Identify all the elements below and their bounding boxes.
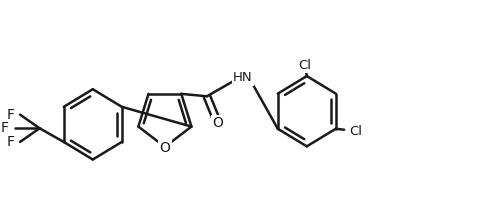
Text: F: F [7,135,14,149]
Text: Cl: Cl [298,59,311,72]
Text: F: F [7,108,14,122]
Text: O: O [212,116,223,130]
Text: Cl: Cl [349,125,362,138]
Text: O: O [160,141,170,155]
Text: F: F [1,121,9,135]
Text: HN: HN [233,71,252,84]
